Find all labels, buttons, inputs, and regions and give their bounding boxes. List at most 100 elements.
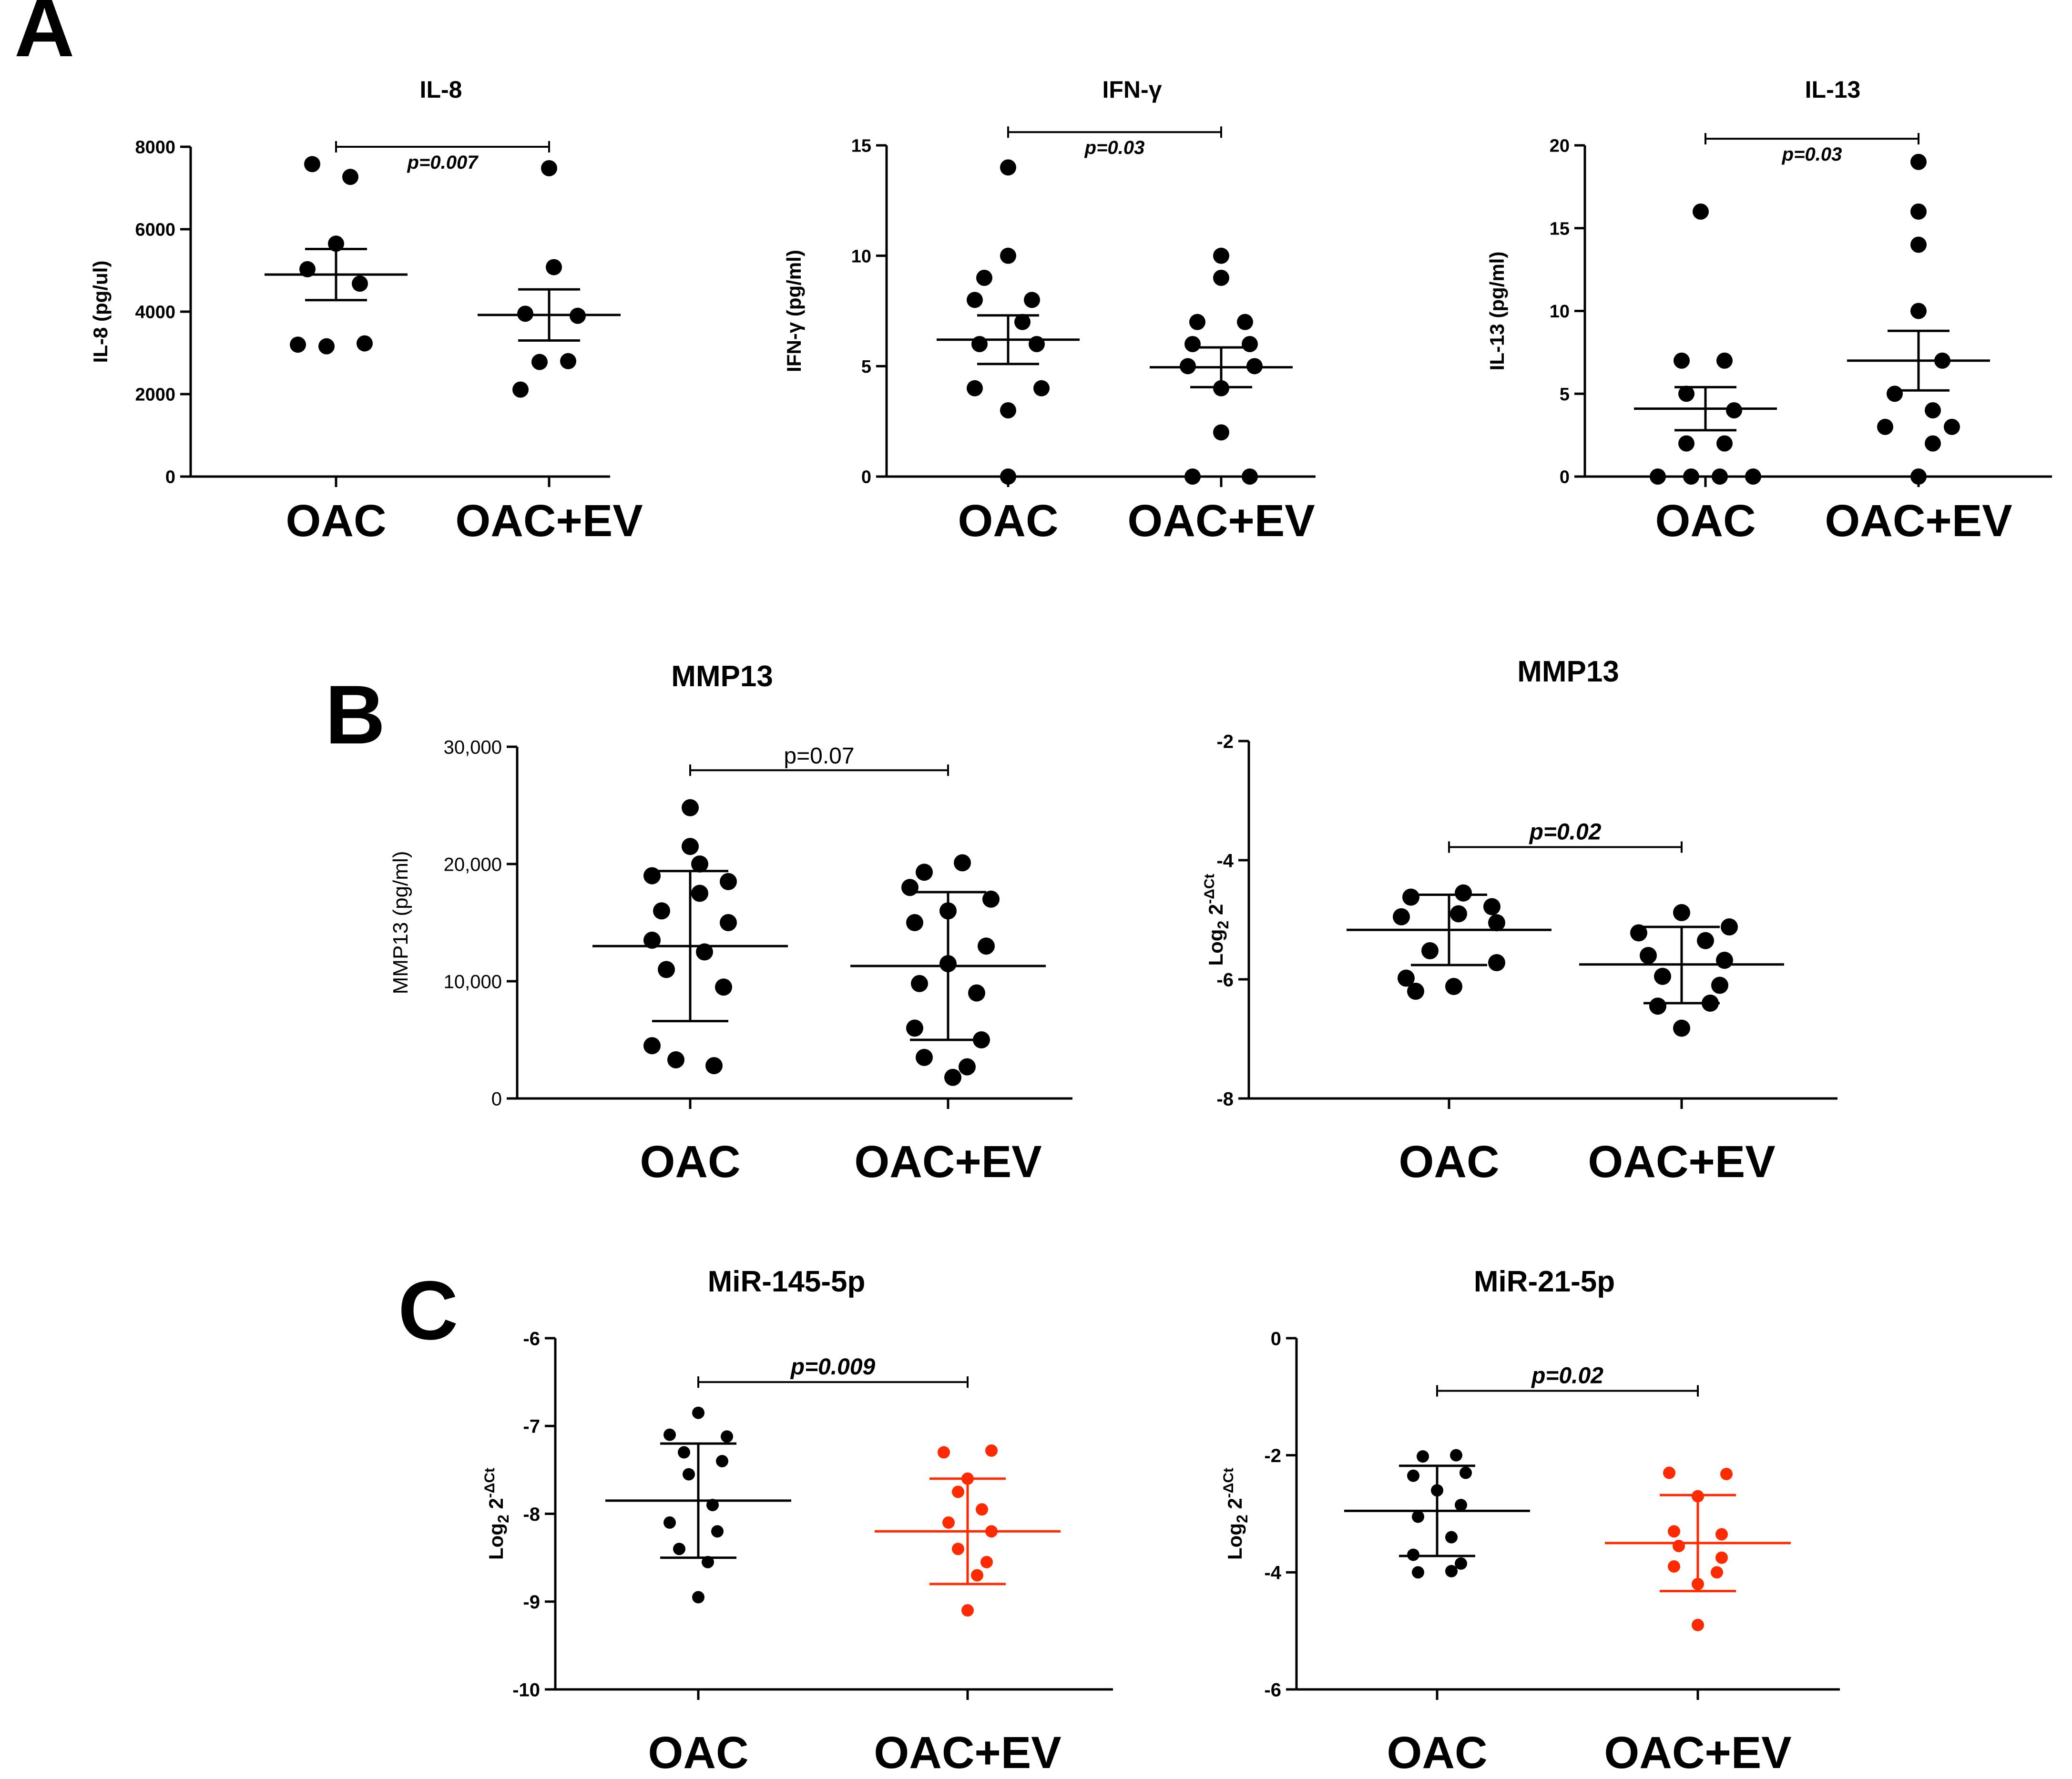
data-point [1000, 468, 1016, 485]
data-point [328, 235, 344, 252]
chart-title: IFN-γ [1102, 76, 1162, 103]
data-point [1910, 303, 1927, 319]
data-point [692, 1591, 704, 1604]
data-point [1189, 314, 1205, 330]
data-point [1711, 976, 1728, 994]
data-point [1402, 888, 1419, 906]
x-category-label: OAC [958, 496, 1058, 546]
data-point [978, 937, 995, 955]
p-value-label: p=0.02 [1531, 1363, 1603, 1389]
y-tick-label: -7 [523, 1416, 540, 1437]
data-point [720, 873, 737, 890]
data-point [1673, 1540, 1685, 1553]
p-value-label: p=0.03 [1782, 144, 1842, 165]
data-point [517, 305, 533, 322]
data-point [1910, 203, 1927, 220]
data-point [1668, 1525, 1680, 1538]
data-point [916, 864, 933, 881]
data-point [1716, 352, 1733, 369]
data-point [706, 1499, 719, 1512]
data-point [716, 1454, 728, 1467]
y-axis-label: Log2 2-ΔCt [482, 1468, 512, 1560]
chart-mmp13_protein: MMP13 0 10,000 20,000 30,000 OAC OAC+EV MMP13 (… [389, 660, 1072, 1187]
x-category-label: OAC [1398, 1137, 1499, 1187]
data-point [961, 1604, 974, 1617]
data-point [658, 961, 675, 978]
data-point [1887, 386, 1903, 402]
y-tick-label: 4000 [135, 303, 175, 323]
p-value-label: p=0.009 [790, 1354, 876, 1380]
data-point [911, 975, 928, 992]
data-point [1445, 1565, 1458, 1577]
data-point [682, 799, 699, 816]
data-point [711, 1525, 724, 1538]
p-value-label: p=0.03 [1084, 137, 1145, 158]
y-tick-label: -10 [512, 1679, 540, 1700]
data-point [653, 902, 670, 920]
data-point [1668, 1560, 1680, 1573]
data-point [1692, 1618, 1704, 1631]
data-point [1407, 1469, 1419, 1482]
y-tick-label: 0 [861, 468, 871, 488]
chart-title: MiR-145-5p [708, 1265, 866, 1298]
data-point [1673, 1019, 1690, 1037]
x-category-label: OAC [648, 1728, 748, 1778]
data-point [1000, 247, 1016, 264]
chart-title: MMP13 [1517, 655, 1619, 688]
data-point [663, 1428, 676, 1441]
y-tick-label: -8 [1216, 1088, 1234, 1109]
y-axis-label: Log2 2-ΔCt [1202, 874, 1232, 966]
data-point [1213, 424, 1229, 441]
y-tick-label: -6 [1264, 1679, 1281, 1700]
data-point [952, 1485, 964, 1498]
data-point [916, 1048, 933, 1066]
data-point [938, 1446, 950, 1459]
data-point [976, 270, 992, 286]
data-point [673, 1543, 685, 1555]
data-point [696, 943, 713, 961]
data-point [1692, 1577, 1704, 1590]
data-point [1184, 468, 1201, 485]
y-tick-label: 0 [491, 1088, 502, 1109]
data-point [944, 1068, 961, 1086]
data-point [1213, 270, 1229, 286]
data-point [299, 261, 316, 277]
data-point [1726, 402, 1742, 418]
data-point [939, 902, 957, 920]
data-point [939, 955, 957, 973]
panel-label-a: A [14, 0, 74, 74]
data-point [1483, 898, 1500, 915]
data-point [1455, 1557, 1467, 1570]
data-point [1407, 983, 1424, 1000]
y-axis-label: IFN-γ (pg/ml) [783, 250, 805, 372]
p-value-label: p=0.007 [407, 152, 479, 173]
x-category-label: OAC+EV [1588, 1137, 1775, 1187]
data-point [1640, 947, 1657, 964]
data-point [1650, 468, 1666, 485]
data-point [512, 381, 529, 398]
data-point [1412, 1566, 1424, 1579]
y-tick-label: -2 [1264, 1445, 1281, 1466]
y-tick-label: 30,000 [444, 737, 502, 758]
data-point [691, 855, 708, 873]
data-point [985, 1525, 998, 1538]
data-point [1417, 1450, 1429, 1463]
panel-label-c: C [398, 1264, 458, 1357]
data-point [304, 156, 320, 173]
data-point [1925, 402, 1941, 418]
x-category-label: OAC+EV [455, 496, 643, 546]
x-category-label: OAC [286, 496, 386, 546]
data-point [1715, 1551, 1728, 1564]
data-point [1450, 1449, 1462, 1462]
data-point [702, 1555, 714, 1568]
data-point [959, 1058, 976, 1076]
data-point [1745, 468, 1761, 485]
data-point [643, 931, 661, 949]
data-point [1910, 236, 1927, 253]
data-point [1421, 942, 1439, 959]
data-point [1445, 1531, 1458, 1544]
data-point [683, 1468, 695, 1481]
x-category-label: OAC+EV [874, 1728, 1061, 1778]
